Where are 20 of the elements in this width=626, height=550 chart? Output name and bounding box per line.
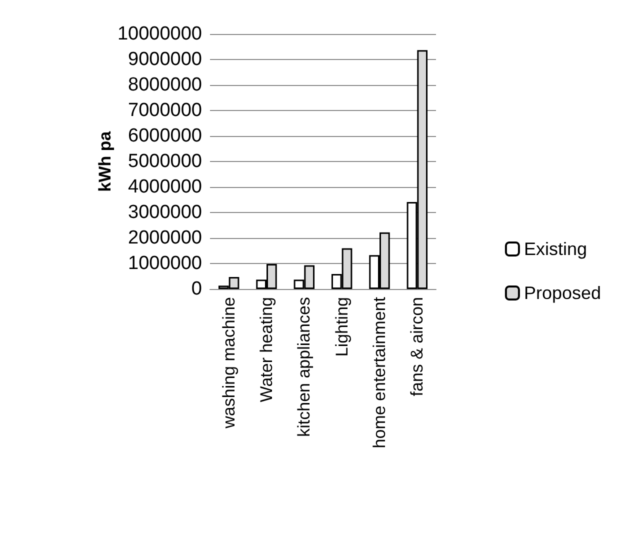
x-tick-label: Water heating <box>257 297 276 402</box>
y-tick-label: 9000000 <box>128 49 202 70</box>
y-tick-label: 5000000 <box>128 151 202 172</box>
legend-label: Proposed <box>524 283 602 303</box>
y-tick-label: 1000000 <box>128 253 202 274</box>
x-tick-label: washing machine <box>219 297 238 430</box>
x-tick-label: home entertainment <box>370 296 389 448</box>
x-tick-label: kitchen appliances <box>294 297 314 437</box>
y-tick-label: 3000000 <box>128 202 202 223</box>
y-tick-label: 0 <box>191 278 202 300</box>
y-tick-label: 8000000 <box>128 74 202 96</box>
y-axis-title: kWh pa <box>96 130 115 192</box>
y-tick-label: 10000000 <box>117 24 202 44</box>
y-tick-label: 2000000 <box>128 228 202 248</box>
y-tick-label: 7000000 <box>128 100 202 121</box>
x-tick-label: Lighting <box>332 297 352 357</box>
legend-label: Existing <box>524 239 587 259</box>
y-tick-label: 6000000 <box>128 126 202 146</box>
y-tick-label: 4000000 <box>128 176 202 198</box>
x-tick-label: fans & aircon <box>408 297 427 396</box>
